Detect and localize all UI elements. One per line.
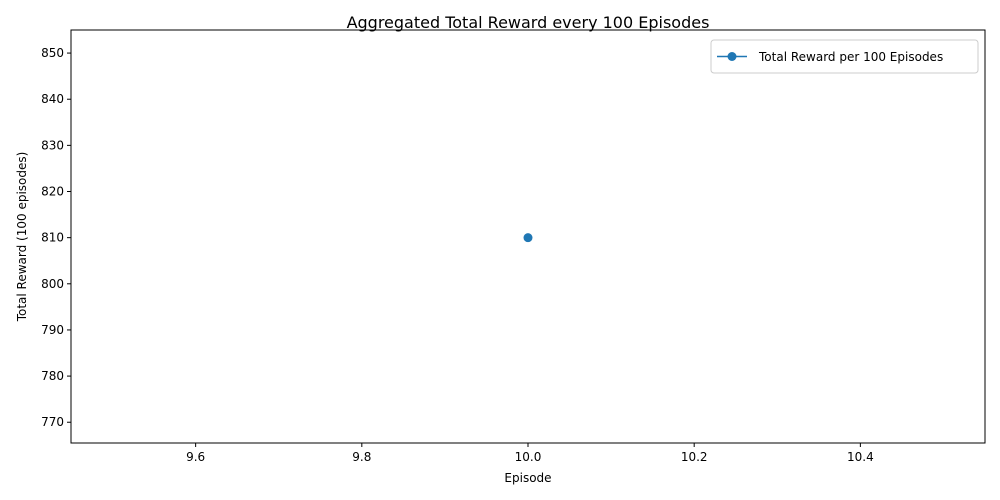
y-tick-label: 780: [41, 369, 64, 383]
legend-marker: [727, 52, 737, 61]
y-tick-label: 790: [41, 323, 64, 337]
x-tick-label: 9.8: [352, 450, 371, 464]
x-tick-label: 10.4: [847, 450, 874, 464]
y-axis-label: Total Reward (100 episodes): [15, 152, 29, 323]
x-axis: 9.6 9.8 10.0 10.2 10.4: [186, 443, 874, 464]
series-layer: [523, 233, 533, 243]
legend-label: Total Reward per 100 Episodes: [758, 50, 943, 64]
y-tick-label: 800: [41, 277, 64, 291]
legend: Total Reward per 100 Episodes: [710, 39, 979, 74]
y-tick-label: 850: [41, 46, 64, 60]
y-tick-label: 830: [41, 138, 64, 152]
y-tick-label: 770: [41, 415, 64, 429]
y-axis: 770 780 790 800 810 820 830 840 850: [41, 46, 71, 429]
x-tick-label: 10.0: [515, 450, 542, 464]
chart-title: Aggregated Total Reward every 100 Episod…: [347, 13, 710, 32]
y-tick-label: 840: [41, 92, 64, 106]
y-tick-label: 810: [41, 231, 64, 245]
data-point: [523, 233, 533, 243]
x-tick-label: 10.2: [681, 450, 708, 464]
legend-box: [710, 39, 979, 74]
y-tick-label: 820: [41, 185, 64, 199]
x-axis-label: Episode: [504, 471, 551, 485]
x-tick-label: 9.6: [186, 450, 205, 464]
